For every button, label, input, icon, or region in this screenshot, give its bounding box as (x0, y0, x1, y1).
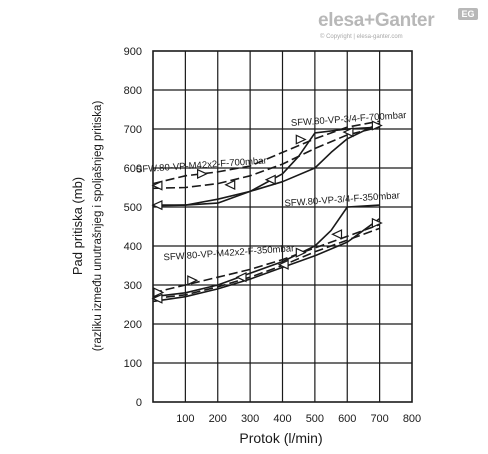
flow-direction-arrow (153, 287, 165, 298)
x-tick-label: 300 (241, 413, 259, 425)
flow-direction-arrow (224, 179, 236, 190)
y-tick-label: 200 (124, 319, 142, 331)
grid (153, 51, 412, 402)
y-axis-title: Pad pritiska (mb) (70, 177, 85, 275)
y-tick-label: 400 (124, 241, 142, 253)
x-tick-label: 600 (338, 413, 356, 425)
brand-logo: elesa+Ganter EG © Copyright | elesa-gant… (318, 8, 480, 48)
plot-frame (152, 50, 413, 403)
y-tick-label: 600 (124, 163, 142, 175)
flow-direction-arrow (235, 272, 247, 283)
x-tick-label: 400 (273, 413, 291, 425)
series-line-2 (152, 126, 380, 190)
y-tick-label: 700 (124, 124, 142, 136)
direction-arrows (151, 120, 383, 304)
tick-labels: 100 200 300 400 500 600 700 800 0 100 200 300 400 500… (124, 46, 422, 425)
x-tick-label: 800 (403, 413, 421, 425)
y-tick-label: 0 (136, 397, 142, 409)
flow-direction-arrow (295, 134, 307, 145)
y-tick-label: 800 (124, 85, 142, 97)
y-axis-subtitle: (razliku između unutrašnjeg i spoljašnje… (92, 101, 104, 352)
flow-direction-arrow (342, 126, 354, 138)
brand-badge: EG (458, 8, 478, 20)
x-axis-title: Protok (l/min) (239, 430, 322, 446)
flow-direction-arrow (277, 259, 289, 270)
flow-direction-arrow (371, 217, 383, 229)
series-line-3 (153, 126, 380, 206)
series-line-7 (152, 204, 380, 298)
series-lines (152, 120, 381, 303)
flow-direction-arrow (151, 180, 163, 191)
series-line-4 (152, 122, 380, 207)
flow-direction-arrow (151, 293, 163, 304)
brand-name: elesa+Ganter (318, 10, 435, 31)
x-tick-label: 200 (209, 413, 227, 425)
flow-direction-arrow (331, 229, 343, 240)
series-label: SFW.80-VP-3/4-F-700mbar (291, 110, 407, 129)
series-line-1 (152, 120, 380, 185)
series-labels: SFW.80-VP-3/4-F-700mbarSFW.80-VP-M42x2-F… (136, 110, 407, 263)
y-tick-label: 900 (124, 46, 142, 58)
flow-direction-arrow (371, 120, 383, 131)
x-tick-label: 700 (370, 413, 388, 425)
flow-direction-arrow (197, 168, 209, 179)
y-tick-label: 300 (124, 280, 142, 292)
flow-direction-arrow (151, 199, 163, 211)
flow-direction-arrow (295, 247, 307, 258)
series-line-6 (152, 227, 380, 300)
flow-direction-arrow (264, 174, 276, 185)
x-tick-label: 500 (306, 413, 324, 425)
y-tick-label: 500 (124, 202, 142, 214)
flow-direction-arrow (187, 275, 199, 286)
y-tick-label: 100 (124, 358, 142, 370)
brand-copyright: © Copyright | elesa-ganter.com (320, 34, 403, 40)
series-line-8 (152, 218, 381, 303)
x-tick-label: 100 (176, 413, 194, 425)
